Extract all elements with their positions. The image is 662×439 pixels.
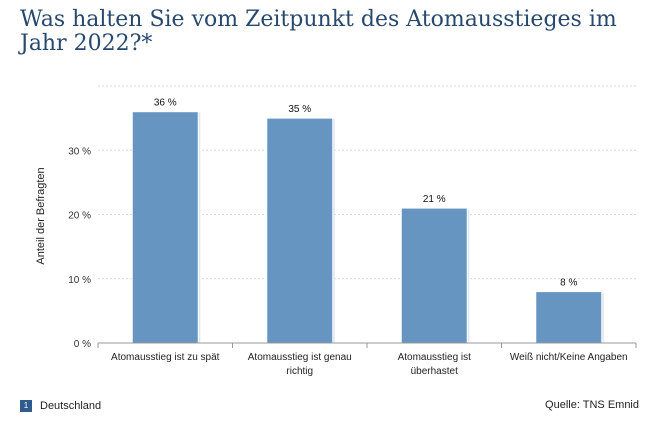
x-tick-label: Atomausstieg ist zu spät [111,352,220,363]
footer-region: 1 Deutschland [20,399,101,413]
bar [131,111,199,344]
y-axis-ticks: 0 % 10 % 20 % 30 % [68,146,91,350]
x-axis: Atomausstieg ist zu spät Atomausstieg ist… [97,342,637,377]
data-label: 21 % [423,194,446,205]
data-label: 8 % [560,278,577,289]
x-tick-label: Atomausstieg ist [398,352,472,363]
region-badge: 1 [20,400,32,412]
y-tick-label: 20 % [68,211,91,222]
chart-title: Was halten Sie vom Zeitpunkt des Atomaus… [20,7,617,56]
source-label: Quelle: TNS Emnid [545,399,639,411]
y-axis-label: Anteil der Befragten [35,167,47,264]
y-tick-label: 0 % [74,339,91,350]
x-tick-label: überhastet [411,366,458,377]
y-tick-label: 30 % [68,146,91,157]
region-label: Deutschland [40,400,102,412]
data-labels: 36 % 35 % 21 % 8 % [154,98,578,289]
bar [400,207,468,344]
bars [131,111,604,344]
x-tick-label: Atomausstieg ist genau [248,352,352,363]
y-tick-label: 10 % [68,275,91,286]
x-tick-label: richtig [286,366,313,377]
data-label: 36 % [154,98,177,109]
x-tick-label: Weiß nicht/Keine Angaben [510,352,628,363]
data-label: 35 % [288,104,311,115]
bar [535,291,603,344]
bar [266,117,334,344]
